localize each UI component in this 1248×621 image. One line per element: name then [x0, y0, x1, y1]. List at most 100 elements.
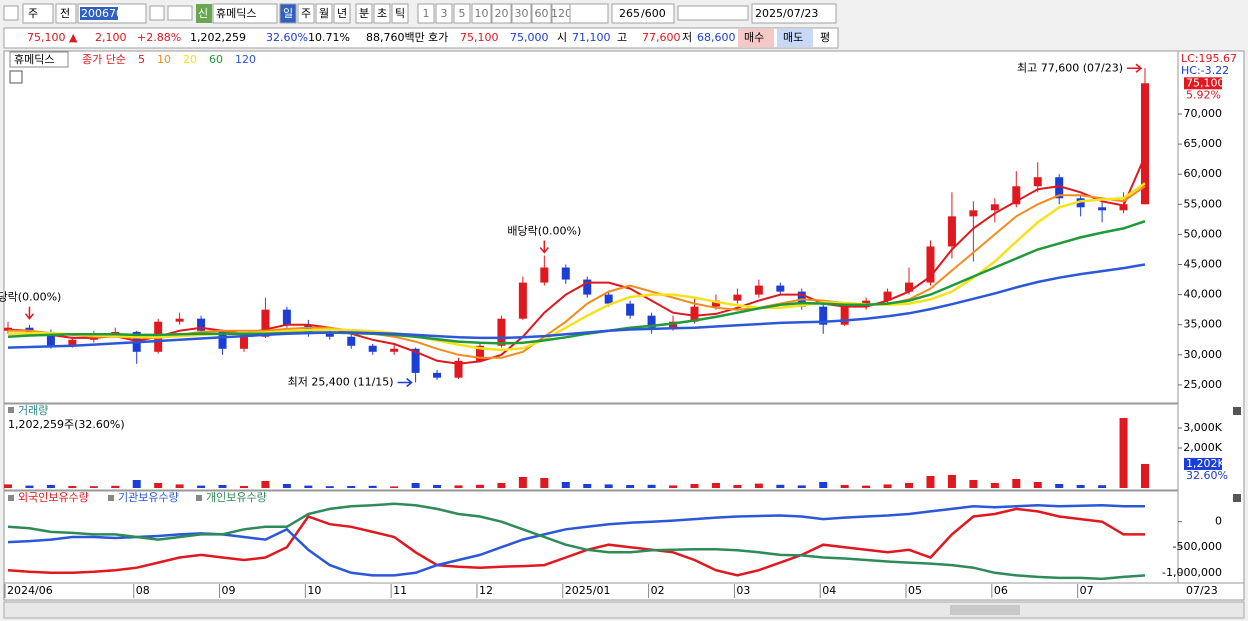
quote-text: 75,000 — [510, 31, 549, 44]
period-button[interactable] — [453, 3, 471, 24]
tool-icons[interactable] — [677, 5, 749, 21]
holdings-line — [7, 502, 1146, 581]
date-box[interactable] — [751, 3, 837, 24]
annotation: 최고 77,600 (07/23) — [1017, 61, 1123, 74]
y-tick-label: 65,000 — [1184, 137, 1223, 150]
volume-bar — [733, 485, 742, 488]
candle-body — [261, 309, 270, 337]
volume-bar — [969, 480, 978, 488]
period-button[interactable] — [315, 3, 333, 24]
quote-text: 1,202,259 — [190, 31, 246, 44]
candle-body — [4, 327, 12, 331]
candle-body — [390, 348, 399, 352]
candle-body — [111, 331, 120, 334]
x-tick-label: 05 — [908, 584, 922, 597]
buy-button[interactable] — [738, 29, 774, 47]
volume-bar — [669, 485, 678, 488]
volume-bar — [990, 483, 999, 488]
y-tick-label: 3,000K — [1183, 421, 1222, 434]
volume-bar — [797, 485, 806, 488]
sell-button[interactable] — [777, 29, 813, 47]
quote-text: 75,100 — [460, 31, 499, 44]
period-button[interactable] — [435, 3, 453, 24]
legend-marker — [8, 407, 14, 413]
annotation: 배당락(0.00%) — [507, 224, 581, 237]
period-label: 틱 — [395, 7, 405, 20]
period-button[interactable] — [391, 3, 409, 24]
period-button[interactable] — [511, 3, 532, 24]
y-tick-label: 0 — [1215, 515, 1222, 528]
candle-body — [711, 300, 720, 307]
period-button[interactable] — [531, 3, 552, 24]
volume-bar — [1033, 482, 1042, 488]
count-box[interactable] — [611, 3, 675, 24]
period-button[interactable] — [417, 3, 435, 24]
holdings-line — [7, 507, 1145, 577]
panel-close[interactable] — [1233, 494, 1241, 502]
volume-ratio: 32.60% — [1186, 469, 1228, 482]
period-label: 일 — [283, 6, 293, 20]
volume-bar — [540, 478, 549, 488]
candle-body — [926, 246, 935, 283]
period-button[interactable] — [297, 3, 315, 24]
volume-bar — [261, 481, 270, 488]
legend-entry: 120 — [235, 53, 256, 66]
candle-body — [1098, 207, 1107, 211]
period-label: 주 — [301, 7, 311, 20]
volume-bar — [905, 483, 914, 488]
volume-bar — [947, 475, 956, 488]
legend-marker — [196, 495, 202, 501]
period-button[interactable] — [333, 3, 351, 24]
volume-bar — [132, 480, 141, 488]
quote-text: 매수 — [744, 31, 764, 44]
candle-body — [905, 282, 914, 292]
candle-body — [325, 333, 334, 337]
period-button[interactable] — [373, 3, 391, 24]
candle-body — [883, 291, 892, 301]
candle-body — [1033, 177, 1042, 187]
volume-bar — [46, 485, 55, 488]
scroll-thumb[interactable] — [950, 605, 1020, 615]
quote-text: 71,100 — [572, 31, 611, 44]
candle-body — [197, 318, 206, 331]
quote-text: 77,600 — [642, 31, 681, 44]
candle-body — [604, 294, 613, 304]
quote-text: 고 — [617, 31, 627, 44]
period-button[interactable] — [491, 3, 512, 24]
candle-body — [1076, 198, 1085, 208]
volume-bar — [475, 484, 484, 488]
candle-body — [454, 360, 463, 378]
scrollbar[interactable] — [3, 601, 1245, 619]
moving-average — [7, 220, 1146, 345]
volume-bar — [1141, 463, 1149, 488]
name-box[interactable] — [212, 3, 278, 24]
volume-bar — [282, 484, 291, 488]
lc-label: LC:195.67 — [1181, 52, 1237, 65]
dropdown[interactable] — [569, 3, 609, 24]
icon[interactable] — [3, 5, 19, 21]
candle-body — [347, 336, 356, 346]
period-button[interactable] — [355, 3, 373, 24]
period-button[interactable] — [471, 3, 492, 24]
candle-body — [433, 372, 442, 378]
legend-title: 휴메딕스 — [14, 53, 54, 66]
volume-bar — [711, 483, 720, 488]
volume-bar — [883, 484, 892, 488]
period-label: 1 — [423, 7, 430, 20]
search-icon[interactable] — [149, 5, 165, 21]
stock-name: 휴메딕스 — [216, 7, 256, 20]
y-tick-label: 2,000K — [1183, 441, 1222, 454]
volume-bar — [89, 486, 98, 488]
period-label: 30 — [515, 7, 529, 20]
period-box[interactable] — [22, 3, 54, 24]
panel-close[interactable] — [1233, 407, 1241, 415]
volume-bar — [1055, 484, 1064, 488]
period-button[interactable] — [279, 3, 297, 24]
y-tick-label: 60,000 — [1184, 167, 1223, 180]
table-icon[interactable] — [9, 70, 23, 84]
x-tick-label: 03 — [736, 584, 750, 597]
box[interactable] — [55, 3, 77, 24]
period-label: 3 — [441, 7, 448, 20]
icon[interactable] — [167, 5, 193, 21]
